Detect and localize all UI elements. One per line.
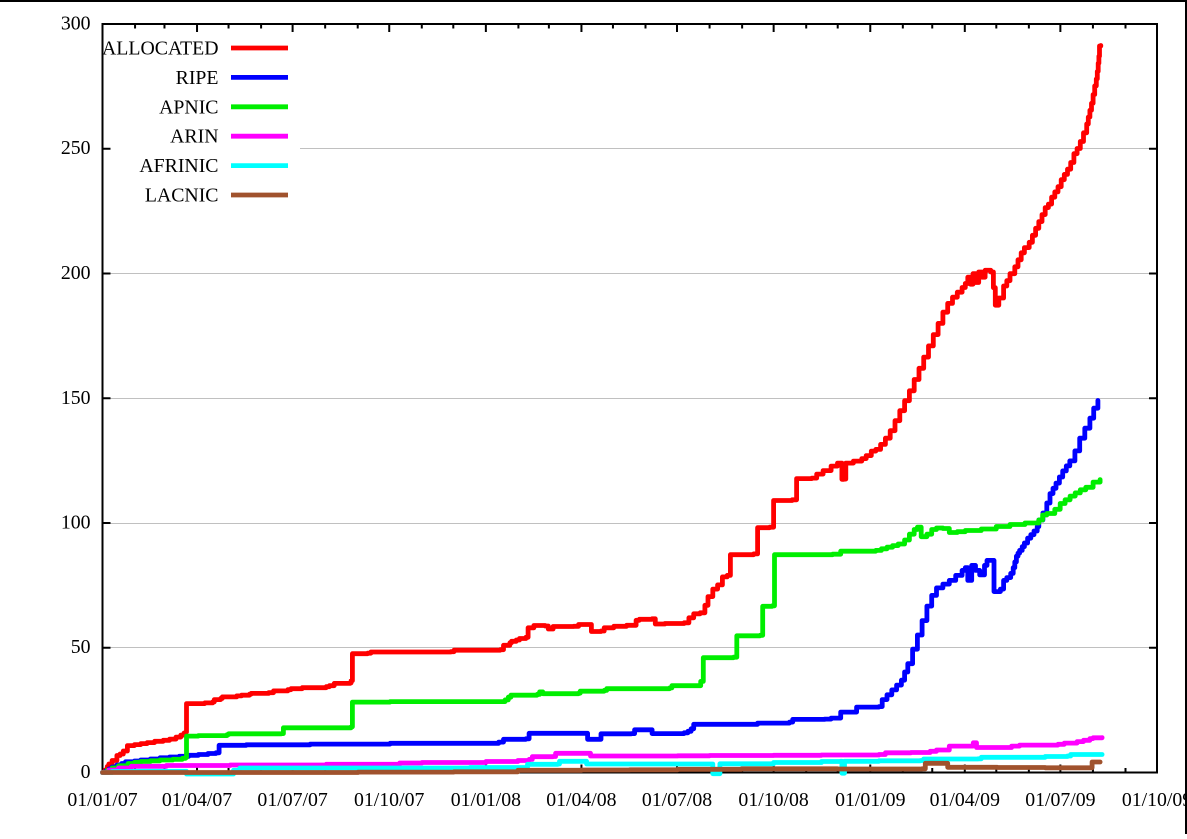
svg-text:ARIN: ARIN <box>170 126 218 148</box>
svg-text:01/07/08: 01/07/08 <box>642 789 712 811</box>
svg-text:01/01/09: 01/01/09 <box>835 789 905 811</box>
svg-text:01/10/07: 01/10/07 <box>354 789 424 811</box>
svg-text:250: 250 <box>61 137 91 159</box>
svg-text:100: 100 <box>61 512 91 534</box>
svg-text:01/04/09: 01/04/09 <box>930 789 1000 811</box>
svg-text:01/07/09: 01/07/09 <box>1025 789 1095 811</box>
svg-text:01/01/08: 01/01/08 <box>451 789 521 811</box>
svg-text:01/10/09: 01/10/09 <box>1122 789 1187 811</box>
svg-text:01/07/07: 01/07/07 <box>257 789 327 811</box>
svg-text:300: 300 <box>61 13 91 35</box>
svg-text:01/04/08: 01/04/08 <box>546 789 616 811</box>
svg-text:ALLOCATED: ALLOCATED <box>102 38 218 60</box>
svg-text:50: 50 <box>71 636 91 658</box>
svg-text:LACNIC: LACNIC <box>145 185 219 207</box>
svg-text:150: 150 <box>61 387 91 409</box>
svg-text:200: 200 <box>61 262 91 284</box>
svg-text:0: 0 <box>81 761 91 783</box>
svg-text:01/04/07: 01/04/07 <box>162 789 232 811</box>
svg-text:APNIC: APNIC <box>159 96 218 118</box>
svg-text:RIPE: RIPE <box>176 67 219 89</box>
svg-text:AFRINIC: AFRINIC <box>139 155 218 177</box>
svg-text:01/10/08: 01/10/08 <box>738 789 808 811</box>
svg-text:01/01/07: 01/01/07 <box>67 789 137 811</box>
